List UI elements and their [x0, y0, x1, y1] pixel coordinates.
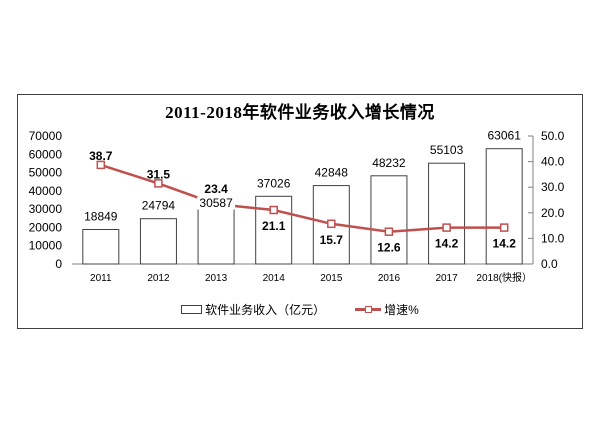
legend-item-growth: 增速%	[355, 301, 419, 318]
x-axis-label: 2016	[378, 273, 401, 284]
right-axis-tick-label: 20.0	[541, 206, 565, 220]
bar-value-label: 30587	[199, 196, 233, 210]
x-axis-label: 2012	[147, 273, 170, 284]
line-marker	[442, 223, 451, 232]
line-marker	[154, 179, 163, 188]
bar	[370, 175, 408, 265]
marker-swatch	[364, 305, 372, 313]
bar	[485, 148, 523, 265]
bar-label-bg	[139, 199, 178, 213]
legend-revenue-label: 软件业务收入（亿元）	[205, 302, 326, 317]
bar-value-label: 42848	[315, 166, 349, 180]
growth-value-label: 14.2	[435, 237, 459, 251]
bar-label-bg	[427, 143, 466, 157]
bar	[139, 218, 177, 265]
chart-title: 2011-2018年软件业务收入增长情况	[165, 103, 435, 122]
left-axis-tick-label: 60000	[29, 147, 63, 161]
line-marker	[96, 160, 106, 170]
bar-label-bg	[485, 129, 524, 143]
x-axis-label: 2017	[435, 273, 458, 284]
left-axis-tick-label: 30000	[29, 202, 63, 216]
growth-value-label: 14.2	[493, 237, 517, 251]
bar	[82, 229, 120, 265]
line-marker-icon	[355, 305, 382, 314]
growth-value-label: 38.7	[89, 149, 113, 163]
line-marker	[384, 227, 394, 236]
growth-value-label: 12.6	[377, 241, 401, 255]
x-axis-label: 2018(快报）	[476, 271, 532, 284]
line-marker	[327, 219, 336, 229]
x-axis-label: 2015	[320, 273, 343, 284]
left-axis-tick-label: 50000	[29, 166, 63, 180]
growth-value-label: 23.4	[204, 182, 228, 196]
growth-value-label: 31.5	[147, 167, 171, 181]
bar-swatch-icon	[181, 304, 203, 314]
line-marker	[499, 223, 509, 232]
bar-label-bg	[369, 156, 408, 170]
bar-value-label: 24794	[142, 199, 176, 213]
right-axis-tick-label: 50.0	[541, 129, 565, 143]
bar-value-label: 55103	[430, 143, 464, 157]
x-axis-label: 2013	[205, 273, 228, 284]
legend-growth-label: 增速%	[384, 302, 419, 317]
line-marker	[269, 205, 278, 215]
left-axis-tick-label: 0	[55, 257, 62, 271]
legend-item-revenue: 软件业务收入（亿元）	[181, 301, 325, 318]
bar	[428, 162, 466, 265]
right-axis-tick-label: 40.0	[541, 155, 565, 169]
bar-label-bg	[254, 176, 293, 190]
bar-value-label: 37026	[257, 176, 291, 190]
bar-value-label: 48232	[372, 156, 406, 170]
bar-value-label: 18849	[84, 210, 118, 224]
right-axis-tick-label: 0.0	[541, 257, 558, 271]
left-axis-tick-label: 70000	[29, 129, 63, 143]
bar-label-bg	[312, 166, 351, 180]
right-axis-tick-label: 10.0	[541, 231, 565, 245]
x-axis-label: 2014	[263, 273, 286, 284]
x-axis-label: 2011	[90, 273, 112, 284]
left-axis-tick-label: 10000	[29, 239, 63, 253]
bar-label-bg	[197, 196, 236, 210]
bar-value-label: 63061	[488, 129, 522, 143]
bar-label-bg	[81, 210, 120, 223]
left-axis-tick-label: 20000	[29, 220, 63, 234]
right-axis-tick-label: 30.0	[541, 180, 565, 194]
bar	[197, 207, 235, 265]
growth-line	[100, 163, 505, 233]
growth-value-label: 21.1	[262, 219, 286, 233]
legend: 软件业务收入（亿元） 增速%	[17, 301, 583, 317]
growth-value-label: 15.7	[320, 233, 344, 247]
left-axis-tick-label: 40000	[29, 184, 63, 198]
